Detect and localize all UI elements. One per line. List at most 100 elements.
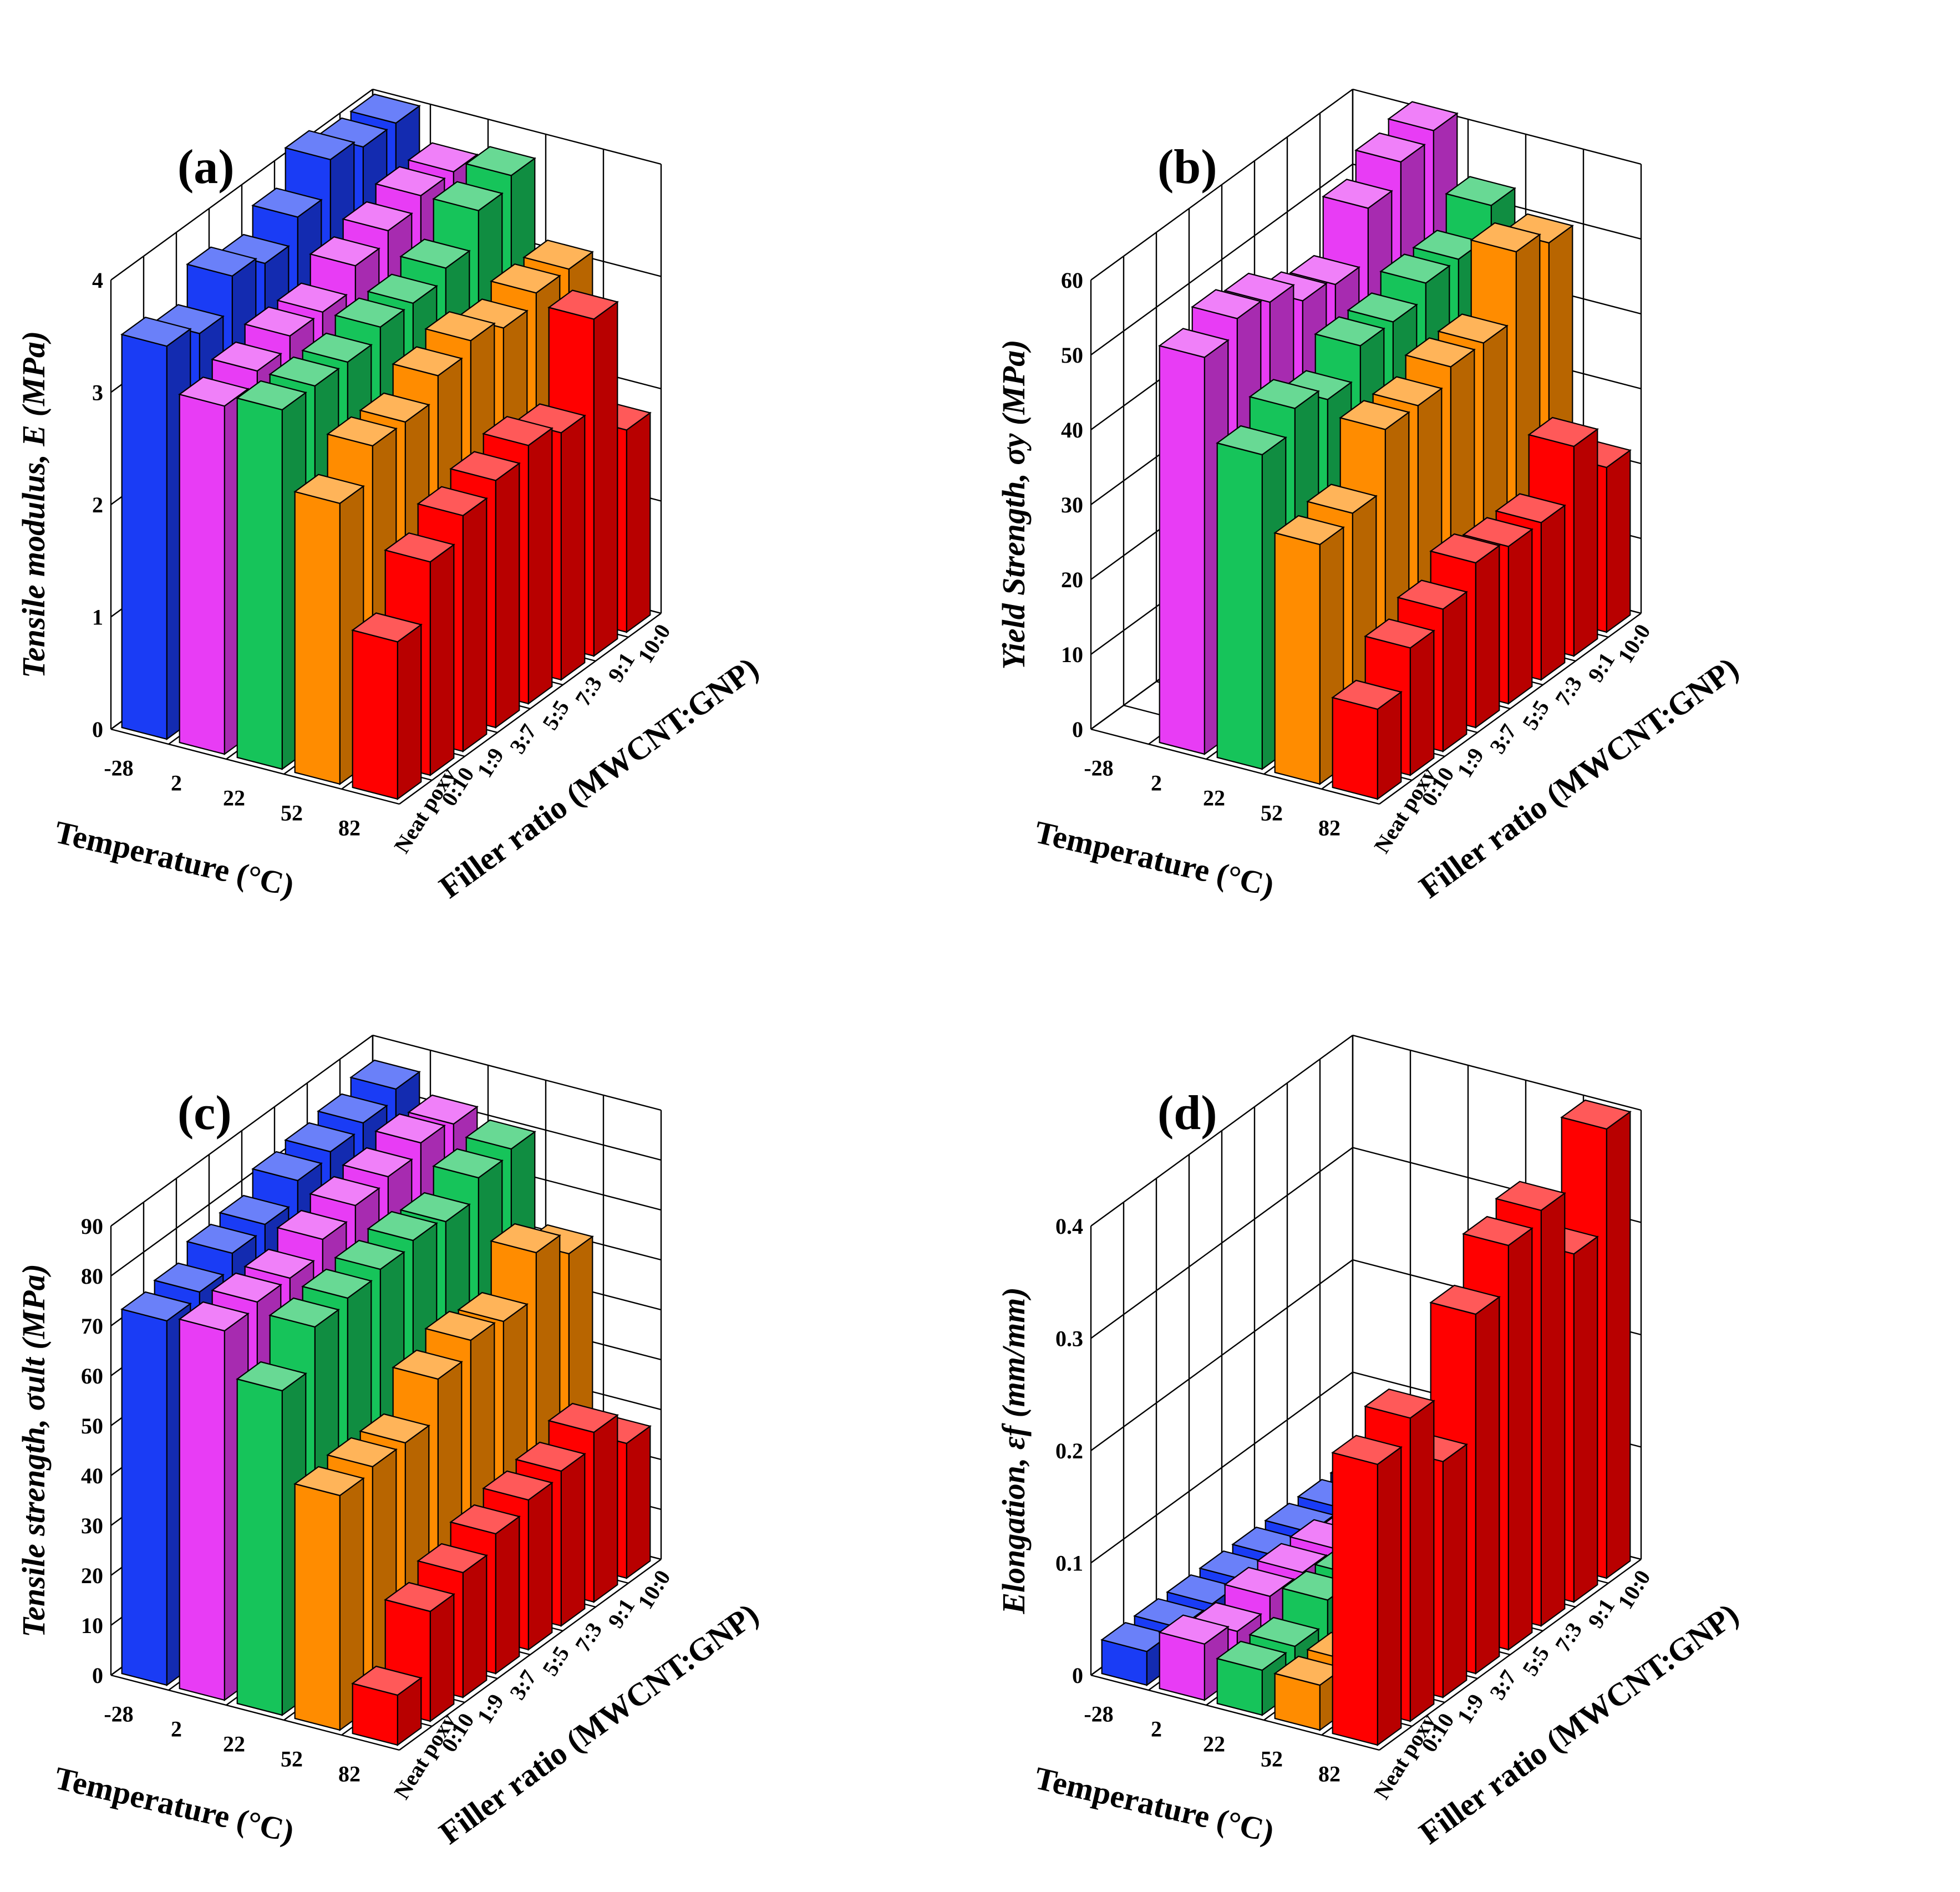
temperature-axis-title: Temperature (°C) [1032,1759,1278,1849]
bar-side-face [1377,1446,1402,1747]
bar-top-face [349,93,421,124]
bar-top-face [1191,289,1262,319]
filler-tick-label: 10:0 [633,1565,676,1613]
bar-top-face [449,1504,521,1535]
bar-top-face [359,1413,430,1444]
z-tick-label: 0.4 [1055,1214,1083,1239]
panel-label: (b) [1157,140,1217,194]
bar-top-face [1470,222,1541,253]
bar-top-face [236,380,307,411]
filler-tick-label: 7:3 [570,672,607,710]
temperature-tick-label: 82 [1318,816,1340,841]
bar-side-face [1606,1110,1631,1580]
bar-top-face [243,1248,315,1279]
filler-tick-label: 5:5 [1517,696,1554,734]
bar-top-face [1331,679,1403,710]
bar-top-face [457,1291,529,1323]
bar-top-face [1223,272,1295,303]
bar-top-face [407,142,479,172]
z-axis-title-unit: (MPa) [996,339,1032,433]
z-tick-label: 70 [81,1314,103,1339]
temperature-tick-label: 52 [281,801,303,826]
bars [1100,1099,1632,1747]
z-axis-title-symbol: E [16,425,52,447]
bar-top-face [1397,579,1468,610]
bar-top-face [219,1194,290,1225]
bar-side-face [1507,1227,1533,1651]
z-tick-label: 1 [92,605,103,630]
bar-top-face [392,346,463,377]
bar-top-face [424,1310,496,1341]
bar-front-face [1332,1452,1378,1746]
bar-top-face [243,306,315,337]
bar-top-face [236,1361,307,1392]
bar-front-face [179,1318,225,1701]
floor-gridline [110,1674,400,1751]
bar-side-face [1377,690,1402,801]
bar-top-face [374,166,446,196]
bar-side-face [560,414,586,681]
z-tick-label: 60 [81,1364,103,1389]
bar-top-face [1372,376,1443,406]
bar-top-face [399,238,471,269]
temperature-tick-label: 82 [338,1762,360,1787]
bar-side-face [1573,428,1598,658]
filler-tick-label: 7:3 [1550,672,1587,710]
filler-tick-label: 5:5 [537,1642,574,1680]
bar-52-Neat_poxy [293,1466,365,1732]
bar-top-face [367,1211,438,1242]
bar-top-face [432,1148,504,1179]
filler-tick-label: 7:3 [570,1618,607,1656]
z-tick-label: 0.3 [1055,1326,1083,1351]
z-axis-title-main: Yield Strength, [996,465,1032,670]
temperature-tick-label: 2 [171,771,182,796]
bar-top-face [120,1291,192,1322]
bar-side-face [560,1452,586,1627]
panel-label: (a) [177,140,235,194]
bar-side-face [429,543,455,777]
temperature-tick-label: 52 [1261,801,1283,826]
temperature-tick-label: 22 [1203,786,1225,811]
bar-top-face [317,1093,388,1124]
z-axis-title-symbol: εf [996,1422,1032,1449]
bar-top-face [284,130,356,160]
bar-top-face [417,486,488,516]
bar-side-face [1409,1400,1435,1723]
bar-top-face [449,451,521,481]
temperature-tick-label: 22 [1203,1732,1225,1757]
bar-side-face [1475,544,1500,729]
z-axis-title-main: Elongation, [996,1449,1032,1615]
bar-top-face [334,297,405,328]
bar-top-face [1527,416,1599,447]
bar-top-face [384,1581,455,1613]
bar-2-Neat_poxy [1158,1614,1230,1702]
bars [120,1059,652,1747]
z-tick-label: 0.2 [1055,1438,1083,1463]
bar-top-face [1216,1640,1287,1671]
bar-top-face [120,317,192,347]
bar-top-face [186,246,257,277]
bar-top-face [268,1297,340,1328]
bar-side-face [495,462,520,729]
bar-82-Neat_poxy [351,1665,423,1747]
bar-22-Neat_poxy [1216,1640,1287,1717]
bar-front-face [1159,345,1205,755]
bar-top-face [1354,132,1426,163]
back-wall-gridline [1352,88,1642,165]
bar-top-face [1339,400,1410,430]
z-tick-label: 20 [81,1563,103,1588]
bar-top-face [515,1441,586,1472]
filler-tick-label: 7:3 [1550,1618,1587,1656]
z-tick-label: 90 [81,1214,103,1239]
z-axis-title-unit: (MPa) [16,1264,52,1357]
filler-tick-label: 3:7 [505,1666,541,1704]
bar-top-face [522,240,594,270]
bar-top-face [1437,313,1509,344]
bar-side-face [1606,449,1631,634]
z-tick-label: 80 [81,1264,103,1289]
temperature-tick-label: 2 [1151,771,1162,796]
bar-front-face [236,397,283,770]
temperature-tick-label: 82 [338,816,360,841]
